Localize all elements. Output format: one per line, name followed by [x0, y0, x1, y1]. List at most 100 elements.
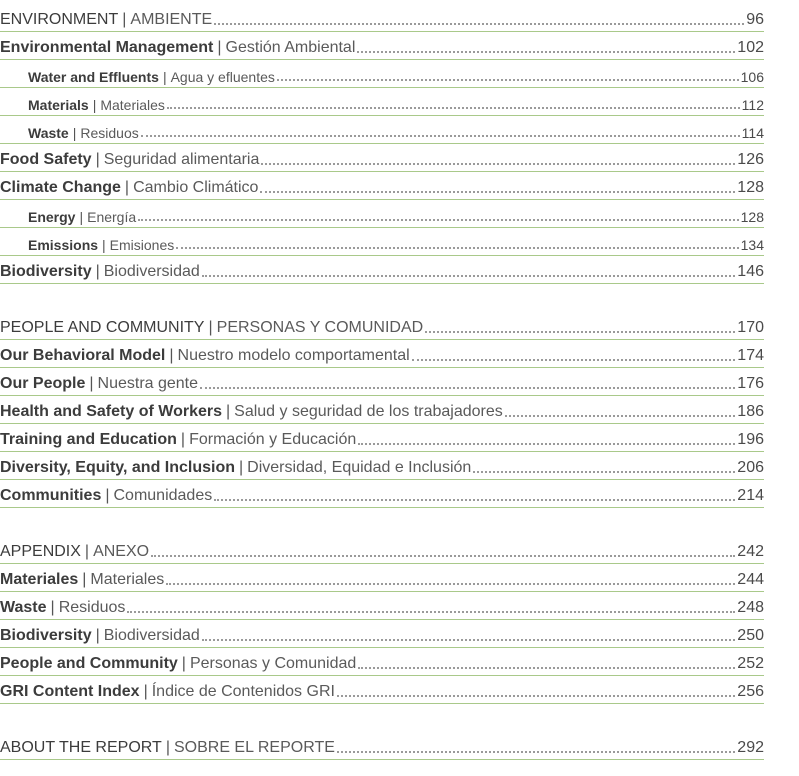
toc-page-number: 250: [737, 627, 764, 644]
toc-entry-separator: |: [82, 571, 87, 588]
toc-entry-separator: |: [143, 683, 148, 700]
toc-entry-title: Energy: [28, 209, 76, 225]
toc-entry-subtitle: Materiales: [90, 571, 165, 588]
toc-dot-leader: [214, 499, 736, 501]
toc-page-number: 248: [737, 599, 764, 616]
toc-page-number: 102: [737, 39, 764, 56]
toc-entry-title: GRI Content Index: [0, 683, 140, 700]
toc-page-number: 174: [737, 347, 764, 364]
toc-entry-separator: |: [105, 487, 110, 504]
toc-entry-separator: |: [225, 403, 231, 420]
toc-page-number: 196: [737, 431, 764, 448]
toc-entry[interactable]: Biodiversity | Biodiversidad 146: [0, 256, 764, 284]
toc-entry-separator: |: [169, 347, 174, 364]
toc-dot-leader: [200, 387, 736, 389]
toc-dot-leader: [166, 583, 736, 585]
toc-section-heading[interactable]: APPENDIX | ANEXO 242: [0, 536, 764, 564]
toc-subentry[interactable]: Energy | Energía 128: [0, 200, 764, 228]
toc-page-number: 242: [737, 543, 764, 560]
toc-entry-subtitle: Personas y Comunidad: [189, 655, 357, 672]
toc-page-number: 112: [741, 97, 764, 113]
toc-entry-separator: |: [79, 209, 84, 225]
toc-dot-leader: [201, 275, 736, 277]
toc-entry[interactable]: Training and Education | Formación y Educa…: [0, 424, 764, 452]
toc-page-number: 252: [737, 655, 764, 672]
toc-entry-subtitle: Formación y Educación: [189, 431, 357, 448]
toc-entry[interactable]: GRI Content Index | Índice de Contenidos G…: [0, 676, 764, 704]
toc-section-heading[interactable]: ENVIRONMENT | AMBIENTE 96: [0, 4, 764, 32]
toc-entry-separator: |: [162, 69, 167, 85]
toc-entry-title: Climate Change: [0, 179, 121, 196]
toc-dot-leader: [201, 639, 736, 641]
toc-entry-title: People and Community: [0, 655, 178, 672]
toc-entry-subtitle: Energía: [87, 209, 137, 225]
toc-page-number: 256: [737, 683, 764, 700]
toc-entry-title: Waste: [28, 125, 69, 141]
toc-entry[interactable]: People and Community | Personas y Comunida…: [0, 648, 764, 676]
toc-entry[interactable]: Our Behavioral Model | Nuestro modelo comp…: [0, 340, 764, 368]
toc-entry-subtitle: Agua y efluentes: [170, 69, 275, 85]
toc-page-number: 214: [737, 487, 764, 504]
toc-dot-leader: [151, 555, 736, 557]
toc-dot-leader: [127, 611, 736, 613]
toc-entry-separator: |: [72, 125, 77, 141]
toc-entry-title: APPENDIX: [0, 543, 81, 560]
toc-entry-separator: |: [122, 11, 127, 28]
toc-subentry[interactable]: Water and Effluents | Agua y efluentes 106: [0, 60, 764, 88]
toc-dot-leader: [425, 331, 736, 333]
toc-dot-leader: [358, 667, 736, 669]
toc-section-heading[interactable]: PEOPLE AND COMMUNITY | PERSONAS Y COMUNIDA…: [0, 312, 764, 340]
toc-entry-separator: |: [89, 375, 94, 392]
toc-entry[interactable]: Food Safety | Seguridad alimentaria 126: [0, 144, 764, 172]
toc-entry-separator: |: [95, 151, 100, 168]
toc-section-heading[interactable]: ABOUT THE REPORT | SOBRE EL REPORTE 292: [0, 732, 764, 760]
toc-entry-subtitle: Nuestra gente: [97, 375, 199, 392]
toc-entry-subtitle: Diversidad, Equidad e Inclusión: [247, 459, 472, 476]
toc-entry-title: Emissions: [28, 237, 99, 253]
toc-subentry[interactable]: Materials | Materiales 112: [0, 88, 764, 116]
toc-entry[interactable]: Waste | Residuos 248: [0, 592, 764, 620]
toc-entry-title: Health and Safety of Workers: [0, 403, 222, 420]
toc-entry-subtitle: Residuos: [80, 125, 139, 141]
toc-dot-leader: [261, 163, 736, 165]
toc-page-number: 96: [746, 11, 764, 28]
toc-dot-leader: [176, 247, 739, 249]
toc-page-number: 146: [737, 263, 764, 280]
toc-entry-subtitle: Salud y seguridad de los trabajadores: [234, 403, 503, 420]
toc-entry[interactable]: Diversity, Equity, and Inclusion | Diversi…: [0, 452, 764, 480]
toc-entry-title: Communities: [0, 487, 102, 504]
toc-entry-title: PEOPLE AND COMMUNITY: [0, 319, 205, 336]
toc-entry[interactable]: Materiales | Materiales 244: [0, 564, 764, 592]
toc-page-number: 114: [741, 125, 764, 141]
toc-entry[interactable]: Our People | Nuestra gente 176: [0, 368, 764, 396]
toc-entry-subtitle: Biodiversidad: [103, 627, 200, 644]
toc-dot-leader: [411, 359, 736, 361]
toc-entry-subtitle: Materiales: [100, 97, 165, 113]
toc-page-number: 128: [737, 179, 764, 196]
toc-entry-separator: |: [217, 39, 222, 56]
toc-entry-subtitle: ANEXO: [93, 543, 150, 560]
toc-subentry[interactable]: Waste | Residuos 114: [0, 116, 764, 144]
toc-entry-subtitle: Índice de Contenidos GRI: [151, 683, 335, 700]
toc-entry[interactable]: Environmental Management | Gestión Ambient…: [0, 32, 764, 60]
toc-subentry[interactable]: Emissions | Emisiones 134: [0, 228, 764, 256]
toc-entry-title: Water and Effluents: [28, 69, 159, 85]
toc-entry-subtitle: Biodiversidad: [103, 263, 200, 280]
toc-entry[interactable]: Biodiversity | Biodiversidad 250: [0, 620, 764, 648]
toc-dot-leader: [357, 51, 736, 53]
toc-entry-separator: |: [165, 739, 170, 756]
toc-entry-title: Training and Education: [0, 431, 177, 448]
toc-entry-title: Environmental Management: [0, 39, 214, 56]
toc-entry-subtitle: Emisiones: [109, 237, 175, 253]
section-gap: [0, 284, 764, 312]
toc-entry-title: Waste: [0, 599, 47, 616]
toc-entry[interactable]: Communities | Comunidades 214: [0, 480, 764, 508]
toc-dot-leader: [140, 135, 740, 137]
toc-entry[interactable]: Climate Change | Cambio Climático 128: [0, 172, 764, 200]
toc-entry-title: ABOUT THE REPORT: [0, 739, 162, 756]
section-gap: [0, 704, 764, 732]
toc-entry[interactable]: Health and Safety of Workers | Salud y seg…: [0, 396, 764, 424]
toc-entry-title: Materiales: [0, 571, 79, 588]
toc-entry-separator: |: [95, 627, 100, 644]
toc-entry-separator: |: [84, 543, 90, 560]
